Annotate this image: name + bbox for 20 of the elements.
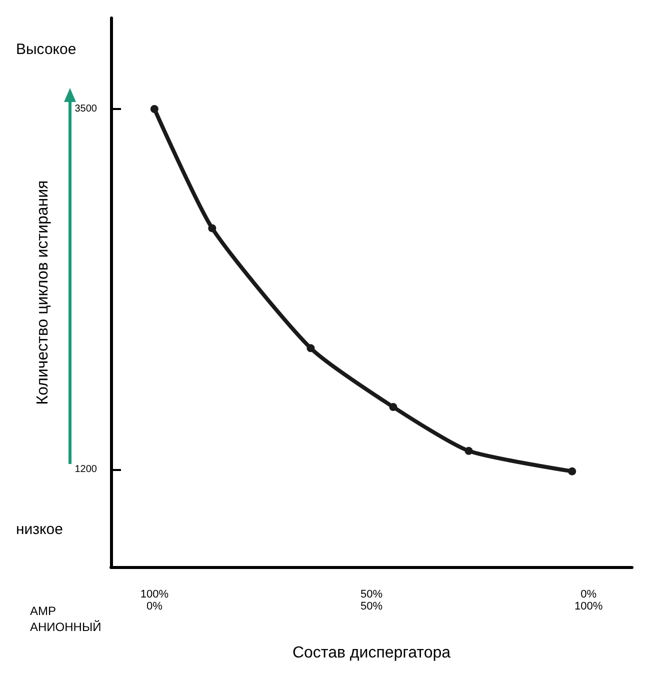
x-tick-label: 50% [360,588,383,600]
y-axis-title: Количество циклов истирания [34,180,52,405]
point [389,403,398,412]
y-tick-label: 3500 [74,103,98,114]
point [208,224,216,232]
point [464,446,473,455]
x2-tick-label: 100% [574,600,603,612]
point [306,344,315,352]
text: AMP [30,604,56,618]
x2-tick-label: 50% [360,600,383,612]
x-axis-title: Состав диспергатора [292,644,451,662]
x-tick-label: 100% [140,588,169,600]
y-tick-label: 1200 [74,464,98,476]
point [568,467,576,476]
point [150,104,158,113]
x-tick-label: 0% [580,588,597,600]
text: Высокое [16,41,76,58]
text: АНИОННЫЙ [30,620,102,634]
x2-tick-label: 0% [146,600,163,612]
text: низкое [16,521,63,538]
